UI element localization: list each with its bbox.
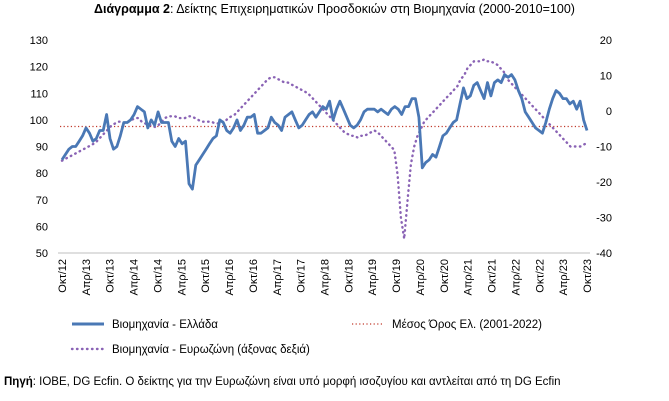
x-tick-label: Απρ/20: [415, 259, 427, 295]
right-tick-label: 0: [606, 106, 612, 118]
x-tick-label: Οκτ/19: [391, 259, 403, 293]
x-tick-label: Οκτ/13: [105, 259, 117, 293]
eurozone-series-line: [60, 58, 589, 239]
x-tick-label: Απρ/14: [129, 259, 141, 295]
x-tick-label: Οκτ/18: [343, 259, 355, 293]
x-tick-label: Απρ/23: [558, 259, 570, 295]
legend-label-greece: Βιομηχανία - Ελλάδα: [112, 319, 218, 331]
chart-title-text: : Δείκτης Επιχειρηματικών Προσδοκιών στη…: [169, 2, 575, 16]
legend-label-mean: Μέσος Όρος Ελ. (2001-2022): [392, 319, 542, 331]
x-tick-label: Απρ/15: [176, 259, 188, 295]
chart-title: Διάγραμμα 2: Δείκτης Επιχειρηματικών Προ…: [0, 2, 669, 16]
chart-title-prefix: Διάγραμμα 2: [94, 2, 170, 16]
x-tick-label: Απρ/21: [463, 259, 475, 295]
left-tick-label: 120: [30, 62, 48, 74]
x-tick-label: Οκτ/22: [534, 259, 546, 293]
left-tick-label: 50: [36, 248, 48, 260]
source-label: Πηγή: [4, 376, 33, 388]
right-tick-label: 10: [600, 71, 612, 83]
left-tick-label: 80: [36, 168, 48, 180]
left-tick-label: 60: [36, 221, 48, 233]
x-tick-label: Οκτ/17: [296, 259, 308, 293]
legend: Βιομηχανία - Ελλάδα Μέσος Όρος Ελ. (2001-…: [70, 319, 542, 356]
left-tick-label: 100: [30, 115, 48, 127]
x-tick-label: Απρ/17: [272, 259, 284, 295]
left-tick-label: 110: [30, 88, 48, 100]
left-axis: 50 60 70 80 90 100 110 120 130: [30, 35, 48, 260]
source-text: : IOBE, DG Ecfin. Ο δείκτης για την Ευρω…: [32, 376, 561, 388]
x-tick-label: Οκτ/14: [152, 259, 164, 293]
x-tick-label: Οκτ/20: [439, 259, 451, 293]
right-tick-label: 20: [600, 35, 612, 47]
right-tick-label: -40: [596, 248, 612, 260]
x-tick-label: Απρ/19: [367, 259, 379, 295]
source-note: Πηγή: IOBE, DG Ecfin. Ο δείκτης για την …: [4, 376, 561, 388]
x-tick-label: Οκτ/23: [582, 259, 594, 293]
left-tick-label: 130: [30, 35, 48, 47]
right-tick-label: -10: [596, 142, 612, 154]
legend-label-eurozone: Βιομηχανία - Ευρωζώνη (άξονας δεξιά): [112, 344, 310, 356]
x-tick-label: Απρ/16: [224, 259, 236, 295]
x-tick-label: Οκτ/15: [200, 259, 212, 293]
x-tick-label: Απρ/18: [320, 259, 332, 295]
x-tick-label: Απρ/22: [510, 259, 522, 295]
x-tick-label: Οκτ/12: [57, 259, 69, 293]
left-tick-label: 70: [36, 195, 48, 207]
plot-area: [60, 58, 589, 239]
right-tick-label: -20: [596, 177, 612, 189]
x-tick-label: Οκτ/21: [487, 259, 499, 293]
right-axis: -40 -30 -20 -10 0 10 20: [596, 35, 612, 260]
x-tick-label: Οκτ/16: [248, 259, 260, 293]
greece-series-line: [60, 73, 589, 191]
x-axis: Οκτ/12 Απρ/13 Οκτ/13 Απρ/14 Οκτ/14 Απρ/15 Οκτ/…: [57, 259, 594, 295]
x-tick-label: Απρ/13: [81, 259, 93, 295]
left-tick-label: 90: [36, 142, 48, 154]
right-tick-label: -30: [596, 213, 612, 225]
